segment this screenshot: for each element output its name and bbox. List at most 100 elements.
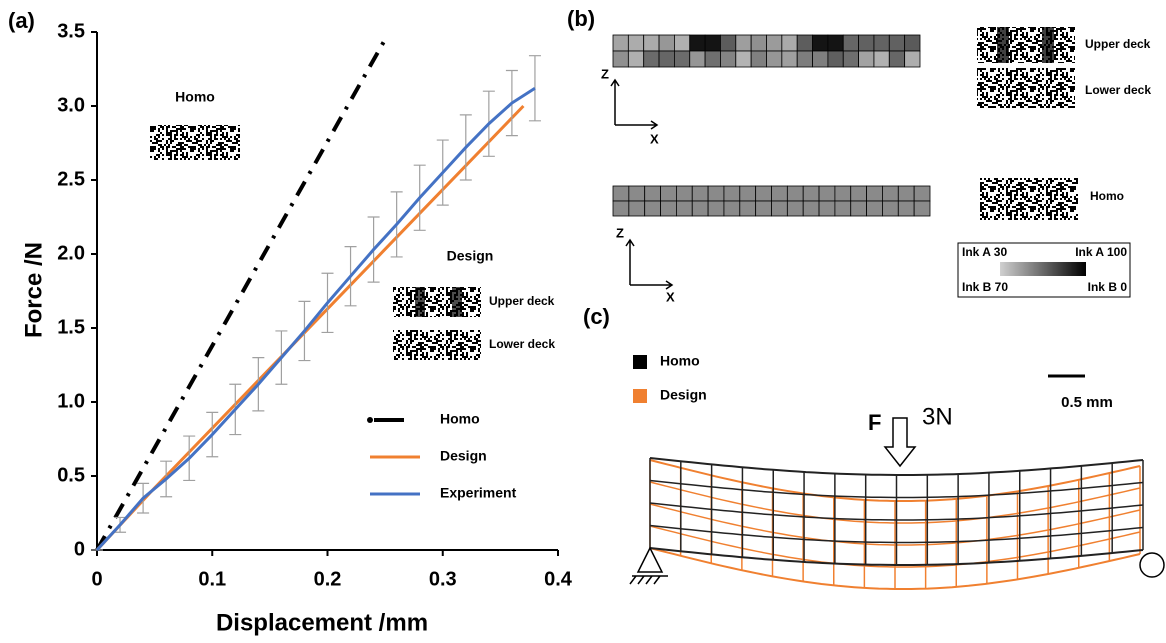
grid-cell	[756, 201, 772, 216]
panel-label: (a)	[8, 8, 35, 33]
deck-image	[977, 27, 1075, 63]
grid-cell	[782, 35, 797, 51]
force-value: 3N	[922, 403, 953, 430]
design-grid	[613, 35, 930, 216]
grid-cell	[867, 186, 883, 201]
y-tick-label: 0.5	[57, 464, 85, 486]
grid-cell	[708, 201, 724, 216]
grid-cell	[787, 201, 803, 216]
x-tick-label: 0	[91, 568, 102, 590]
grid-cell	[898, 186, 914, 201]
grid-cell	[828, 51, 843, 67]
grid-cell	[674, 35, 689, 51]
grid-cell	[629, 201, 645, 216]
deck-image	[977, 68, 1075, 108]
axis-letter: X	[650, 131, 659, 146]
grid-cell	[751, 51, 766, 67]
grid-cell	[676, 201, 692, 216]
inset-image	[393, 287, 481, 317]
grid-cell	[835, 201, 851, 216]
grid-cell	[813, 35, 828, 51]
legend-label: Design	[440, 448, 487, 464]
axis-letter: Z	[601, 66, 609, 81]
grid-cell	[705, 35, 720, 51]
colorbar-label: Ink A 100	[1075, 245, 1127, 259]
pin-support	[630, 548, 668, 584]
legend-label: Design	[660, 387, 707, 403]
grid-cell	[751, 35, 766, 51]
grid-cell	[889, 35, 904, 51]
grid-cell	[905, 35, 920, 51]
homo-image	[980, 178, 1078, 220]
axis-letter: Z	[616, 225, 624, 240]
grid-cell	[724, 186, 740, 201]
legend-label: Experiment	[440, 485, 517, 501]
grid-cell	[613, 186, 629, 201]
colorbar	[1000, 262, 1086, 276]
colorbar-label: Ink B 70	[962, 280, 1008, 294]
grid-cell	[782, 51, 797, 67]
x-tick-label: 0.2	[314, 568, 342, 590]
grid-cell	[772, 186, 788, 201]
grid-cell	[740, 201, 756, 216]
legend-swatch	[633, 355, 647, 369]
grid-cell	[882, 201, 898, 216]
inset-label: Upper deck	[489, 294, 555, 308]
grid-cell	[905, 51, 920, 67]
beam-mesh	[650, 458, 1143, 589]
grid-cell	[756, 186, 772, 201]
grid-cell	[889, 51, 904, 67]
force-arrow	[885, 418, 915, 466]
axis-letter: X	[666, 289, 675, 304]
y-tick-label: 3.5	[57, 20, 85, 42]
grid-cell	[803, 186, 819, 201]
grid-cell	[613, 201, 629, 216]
grid-cell	[674, 51, 689, 67]
grid-cell	[659, 35, 674, 51]
inset-image	[150, 125, 240, 160]
grid-cell	[736, 51, 751, 67]
grid-cell	[813, 51, 828, 67]
legend-swatch	[633, 389, 647, 403]
grid-cell	[740, 186, 756, 201]
panel-label: (c)	[583, 304, 610, 329]
legend-label: Homo	[440, 411, 480, 427]
grid-cell	[629, 186, 645, 201]
force-symbol: F	[868, 410, 881, 435]
grid-cell	[874, 35, 889, 51]
y-tick-label: 0	[74, 538, 85, 560]
grid-cell	[828, 35, 843, 51]
grid-cell	[772, 201, 788, 216]
grid-cell	[720, 35, 735, 51]
grid-cell	[867, 201, 883, 216]
deck-band	[1042, 27, 1054, 63]
inset-label: Lower deck	[489, 337, 555, 351]
y-tick-label: 2.0	[57, 242, 85, 264]
page: (a) Force /N Displacement /mm Homo Desig…	[0, 0, 1166, 643]
grid-cell	[797, 51, 812, 67]
x-tick-label: 0.1	[198, 568, 226, 590]
grid-cell	[898, 201, 914, 216]
axes-arrows	[611, 80, 672, 289]
grid-cell	[787, 186, 803, 201]
panel-label: (b)	[567, 6, 595, 31]
grid-cell	[882, 186, 898, 201]
grid-cell	[819, 201, 835, 216]
grid-cell	[767, 35, 782, 51]
grid-cell	[645, 201, 661, 216]
inset-band	[415, 287, 425, 317]
figure: (a) Force /N Displacement /mm Homo Desig…	[0, 0, 1166, 643]
grid-cell	[692, 201, 708, 216]
grid-cell	[914, 186, 930, 201]
grid-cell	[692, 186, 708, 201]
y-tick-label: 2.5	[57, 168, 85, 190]
scale-label: 0.5 mm	[1061, 394, 1113, 411]
inset-band	[452, 287, 462, 317]
grid-cell	[661, 201, 677, 216]
x-axis-label: Displacement /mm	[216, 609, 428, 636]
grid-cell	[613, 51, 628, 67]
legend-marker	[367, 417, 373, 423]
grid-cell	[661, 186, 677, 201]
grid-cell	[720, 51, 735, 67]
x-tick-label: 0.4	[544, 568, 573, 590]
